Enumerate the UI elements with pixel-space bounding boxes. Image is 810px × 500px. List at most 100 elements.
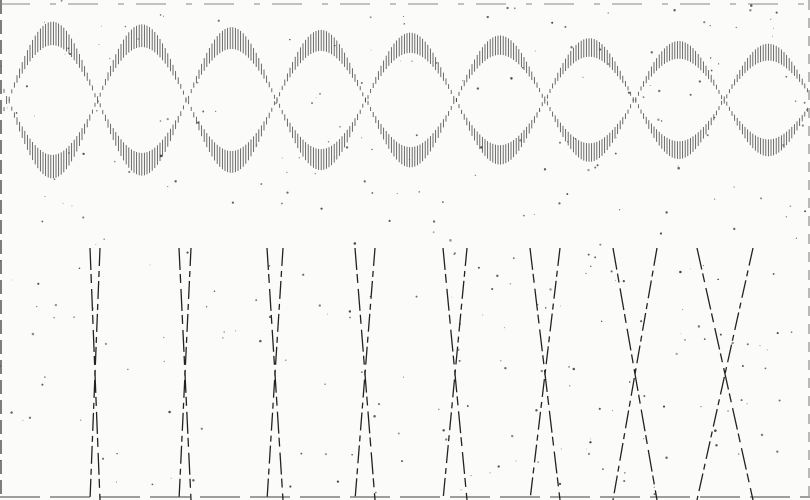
speck bbox=[602, 468, 604, 470]
speck bbox=[36, 306, 37, 307]
speck bbox=[282, 158, 283, 159]
speck bbox=[401, 460, 403, 462]
speck bbox=[475, 175, 476, 176]
speck bbox=[522, 67, 524, 69]
speck bbox=[660, 232, 662, 234]
speck bbox=[541, 370, 543, 372]
speck bbox=[186, 252, 188, 254]
speck bbox=[349, 310, 351, 312]
speck bbox=[168, 411, 171, 414]
speck bbox=[806, 109, 808, 111]
speck bbox=[127, 369, 128, 370]
speck bbox=[114, 161, 116, 163]
speck bbox=[397, 193, 398, 194]
speck bbox=[569, 385, 570, 386]
speck bbox=[171, 478, 172, 479]
speck bbox=[682, 309, 683, 310]
speck bbox=[747, 343, 749, 345]
speck bbox=[535, 409, 537, 411]
speck bbox=[790, 205, 792, 207]
speck bbox=[433, 220, 435, 222]
speck bbox=[319, 93, 321, 95]
speck bbox=[612, 410, 613, 411]
speck bbox=[623, 280, 625, 282]
speck bbox=[116, 453, 118, 455]
speck bbox=[351, 454, 353, 456]
speck bbox=[564, 26, 566, 28]
speck bbox=[772, 36, 773, 37]
speck bbox=[643, 96, 645, 98]
speck bbox=[615, 153, 617, 155]
speck bbox=[361, 82, 363, 84]
speck bbox=[201, 428, 203, 430]
speck bbox=[299, 157, 301, 159]
speck bbox=[714, 429, 717, 432]
speck bbox=[416, 134, 418, 136]
speck bbox=[510, 77, 512, 79]
speck bbox=[224, 332, 225, 333]
speck bbox=[215, 111, 216, 112]
speck bbox=[776, 12, 778, 14]
speck bbox=[95, 244, 96, 245]
speck bbox=[325, 453, 327, 455]
speck bbox=[791, 331, 793, 333]
speck bbox=[690, 94, 692, 96]
speck bbox=[654, 487, 655, 488]
speck bbox=[346, 146, 348, 148]
speck bbox=[777, 332, 779, 334]
speck bbox=[167, 118, 169, 120]
speck bbox=[643, 395, 645, 397]
speck bbox=[608, 12, 609, 13]
speck bbox=[311, 102, 313, 104]
speck bbox=[44, 376, 45, 377]
speck bbox=[478, 267, 480, 269]
speck bbox=[718, 63, 719, 64]
speck bbox=[186, 417, 188, 419]
speck bbox=[588, 453, 590, 455]
speck bbox=[582, 77, 583, 78]
speck bbox=[164, 361, 165, 362]
speck bbox=[568, 366, 570, 368]
speck bbox=[202, 111, 204, 113]
speck bbox=[160, 14, 162, 16]
speck bbox=[418, 191, 420, 193]
speck bbox=[62, 203, 63, 204]
speck bbox=[749, 9, 751, 11]
speck bbox=[300, 453, 302, 455]
speck bbox=[785, 76, 787, 78]
speck bbox=[26, 85, 28, 87]
speck bbox=[289, 39, 290, 40]
speck bbox=[643, 438, 644, 439]
speck bbox=[711, 70, 713, 72]
speck bbox=[370, 16, 372, 18]
speck bbox=[703, 21, 705, 23]
speck bbox=[403, 16, 404, 17]
speck bbox=[534, 214, 535, 215]
speck bbox=[661, 120, 662, 121]
speck bbox=[720, 334, 722, 336]
speck bbox=[259, 340, 261, 342]
speck bbox=[714, 117, 715, 118]
speck bbox=[651, 51, 653, 53]
speck bbox=[286, 172, 287, 173]
speck bbox=[736, 27, 737, 28]
speck bbox=[782, 144, 785, 147]
speck bbox=[515, 461, 516, 462]
speck bbox=[235, 330, 236, 331]
speck bbox=[103, 238, 105, 240]
speck bbox=[459, 323, 461, 325]
speck bbox=[619, 209, 620, 210]
speck bbox=[703, 265, 704, 266]
speck bbox=[535, 51, 536, 52]
speck bbox=[640, 320, 642, 322]
speck bbox=[665, 211, 667, 213]
speck bbox=[364, 180, 366, 182]
speck bbox=[339, 126, 341, 128]
speck bbox=[16, 112, 18, 114]
speck bbox=[470, 475, 471, 476]
speck bbox=[710, 57, 711, 58]
speck bbox=[102, 458, 104, 460]
speck bbox=[714, 199, 715, 200]
speck bbox=[742, 365, 744, 367]
speck bbox=[765, 367, 767, 369]
